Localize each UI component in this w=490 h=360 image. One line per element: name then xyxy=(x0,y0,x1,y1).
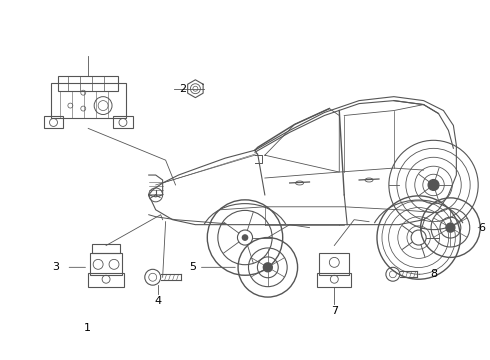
Text: 2: 2 xyxy=(179,84,187,94)
Circle shape xyxy=(428,180,439,190)
Text: 5: 5 xyxy=(189,262,196,272)
Text: 3: 3 xyxy=(52,262,59,272)
Circle shape xyxy=(263,263,272,272)
Text: 8: 8 xyxy=(431,269,438,279)
Circle shape xyxy=(243,235,247,240)
Text: 4: 4 xyxy=(154,296,161,306)
Text: 1: 1 xyxy=(83,323,91,333)
Text: 7: 7 xyxy=(331,306,338,316)
Text: 6: 6 xyxy=(478,222,485,233)
Circle shape xyxy=(446,223,455,232)
